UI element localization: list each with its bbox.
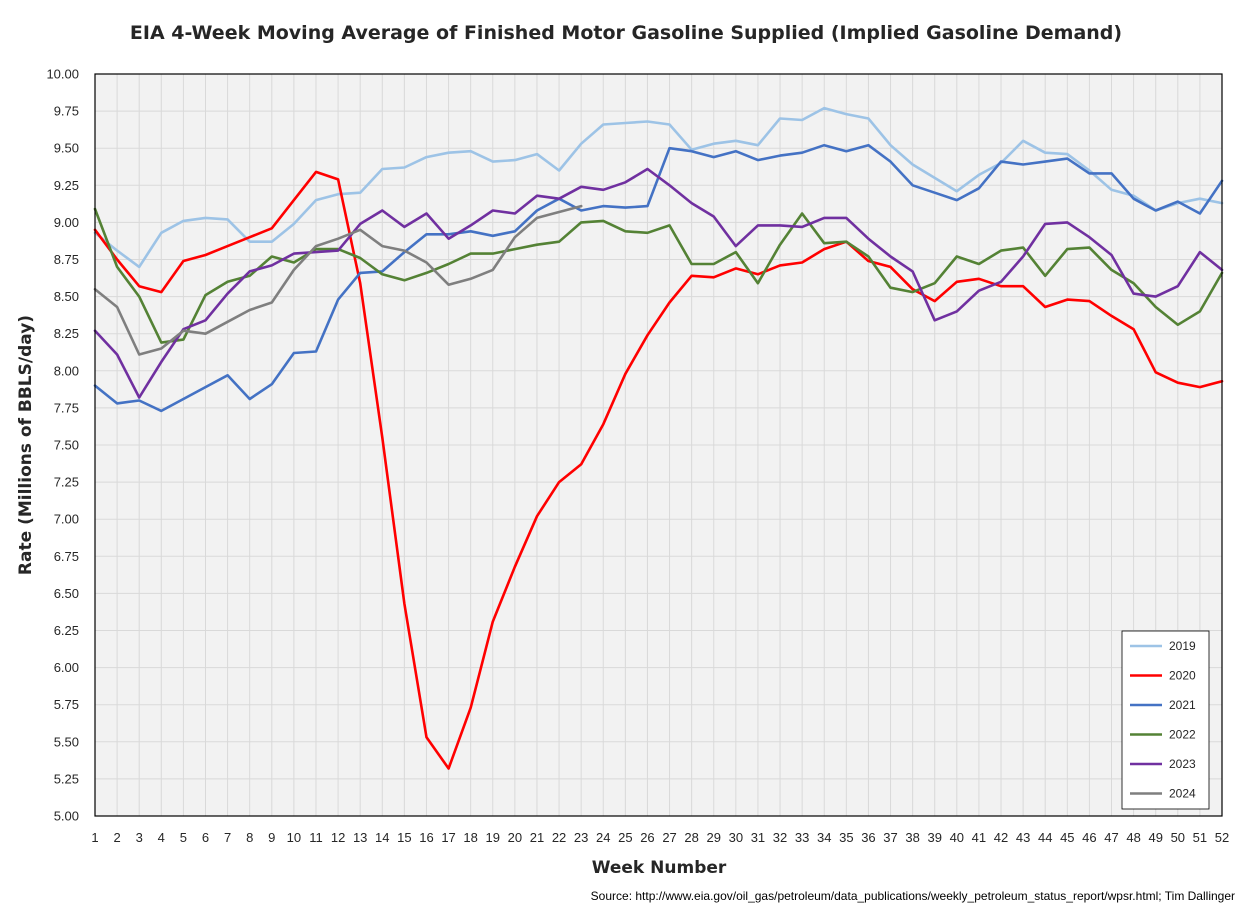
x-tick-label: 20 bbox=[508, 830, 522, 845]
legend-label-2022: 2022 bbox=[1169, 728, 1196, 742]
y-tick-label: 8.75 bbox=[54, 252, 79, 267]
y-tick-label: 6.75 bbox=[54, 549, 79, 564]
x-tick-label: 13 bbox=[353, 830, 367, 845]
y-tick-label: 6.25 bbox=[54, 623, 79, 638]
legend: 2019 2020 2021 2022 2023 2024 bbox=[1121, 630, 1210, 810]
x-tick-label: 18 bbox=[463, 830, 477, 845]
y-tick-label: 6.00 bbox=[54, 660, 79, 675]
series-line-2020 bbox=[93, 170, 1224, 770]
x-tick-label: 4 bbox=[158, 830, 165, 845]
x-tick-label: 35 bbox=[839, 830, 853, 845]
x-tick-label: 36 bbox=[861, 830, 875, 845]
x-tick-label: 43 bbox=[1016, 830, 1030, 845]
x-tick-label: 7 bbox=[224, 830, 231, 845]
y-tick-label: 7.50 bbox=[54, 438, 79, 453]
x-tick-label: 23 bbox=[574, 830, 588, 845]
y-tick-label: 7.25 bbox=[54, 475, 79, 490]
y-axis-title: Rate (Millions of BBLS/day) bbox=[16, 315, 36, 575]
y-axis-ticks: 5.00 5.25 5.50 5.75 6.00 6.25 6.50 6.75 7.00 7.25… bbox=[46, 67, 79, 824]
x-tick-label: 46 bbox=[1082, 830, 1096, 845]
x-axis-ticks: 1 2 3 4 5 6 7 8 9 10 11 12 13 14 15 16 17 18 19 20 21 22 23 24 2… bbox=[91, 830, 1229, 845]
x-tick-label: 9 bbox=[268, 830, 275, 845]
x-tick-label: 34 bbox=[817, 830, 831, 845]
x-tick-label: 15 bbox=[397, 830, 411, 845]
x-tick-label: 17 bbox=[441, 830, 455, 845]
y-tick-label: 6.50 bbox=[54, 586, 79, 601]
series-lines bbox=[93, 106, 1224, 770]
x-tick-label: 11 bbox=[309, 830, 323, 845]
x-tick-label: 29 bbox=[707, 830, 721, 845]
x-tick-label: 19 bbox=[486, 830, 500, 845]
x-tick-label: 47 bbox=[1104, 830, 1118, 845]
x-tick-label: 1 bbox=[91, 830, 98, 845]
y-tick-label: 5.25 bbox=[54, 771, 79, 786]
x-tick-label: 38 bbox=[905, 830, 919, 845]
x-tick-label: 39 bbox=[927, 830, 941, 845]
x-tick-label: 52 bbox=[1215, 830, 1229, 845]
gridlines bbox=[94, 73, 1223, 817]
plot-border bbox=[94, 73, 1223, 817]
x-tick-label: 27 bbox=[662, 830, 676, 845]
legend-label-2023: 2023 bbox=[1169, 757, 1196, 771]
chart-title: EIA 4-Week Moving Average of Finished Mo… bbox=[130, 22, 1122, 44]
x-tick-label: 16 bbox=[419, 830, 433, 845]
series-line-2024 bbox=[93, 204, 583, 356]
x-tick-label: 22 bbox=[552, 830, 566, 845]
series-line-2019 bbox=[93, 106, 1224, 269]
x-tick-label: 51 bbox=[1193, 830, 1207, 845]
x-tick-label: 21 bbox=[530, 830, 544, 845]
x-tick-label: 50 bbox=[1171, 830, 1185, 845]
x-tick-label: 5 bbox=[180, 830, 187, 845]
y-tick-label: 7.75 bbox=[54, 400, 79, 415]
x-tick-label: 30 bbox=[729, 830, 743, 845]
legend-label-2019: 2019 bbox=[1169, 639, 1196, 653]
y-tick-label: 8.25 bbox=[54, 326, 79, 341]
x-tick-label: 31 bbox=[751, 830, 765, 845]
x-tick-label: 37 bbox=[883, 830, 897, 845]
x-tick-label: 8 bbox=[246, 830, 253, 845]
series-line-2023 bbox=[93, 167, 1224, 399]
y-tick-label: 9.50 bbox=[54, 141, 79, 156]
x-axis-title: Week Number bbox=[592, 858, 727, 878]
y-tick-label: 5.75 bbox=[54, 697, 79, 712]
x-tick-label: 40 bbox=[950, 830, 964, 845]
x-tick-label: 6 bbox=[202, 830, 209, 845]
x-tick-label: 14 bbox=[375, 830, 389, 845]
x-tick-label: 26 bbox=[640, 830, 654, 845]
x-tick-label: 24 bbox=[596, 830, 610, 845]
source-note: Source: http://www.eia.gov/oil_gas/petro… bbox=[591, 889, 1235, 903]
legend-label-2024: 2024 bbox=[1169, 787, 1196, 801]
x-tick-label: 33 bbox=[795, 830, 809, 845]
y-tick-label: 7.00 bbox=[54, 512, 79, 527]
x-tick-label: 28 bbox=[684, 830, 698, 845]
y-tick-label: 10.00 bbox=[46, 67, 79, 82]
y-tick-label: 9.75 bbox=[54, 104, 79, 119]
x-tick-label: 10 bbox=[287, 830, 301, 845]
x-tick-label: 32 bbox=[773, 830, 787, 845]
legend-label-2021: 2021 bbox=[1169, 698, 1196, 712]
legend-box bbox=[1121, 630, 1210, 810]
x-tick-label: 44 bbox=[1038, 830, 1052, 845]
x-tick-label: 48 bbox=[1126, 830, 1140, 845]
x-tick-label: 42 bbox=[994, 830, 1008, 845]
y-tick-label: 9.25 bbox=[54, 178, 79, 193]
y-tick-label: 8.00 bbox=[54, 363, 79, 378]
x-tick-label: 49 bbox=[1148, 830, 1162, 845]
x-tick-label: 2 bbox=[113, 830, 120, 845]
y-tick-label: 8.50 bbox=[54, 289, 79, 304]
y-tick-label: 5.50 bbox=[54, 734, 79, 749]
x-tick-label: 45 bbox=[1060, 830, 1074, 845]
x-tick-label: 41 bbox=[972, 830, 986, 845]
x-tick-label: 25 bbox=[618, 830, 632, 845]
x-tick-label: 12 bbox=[331, 830, 345, 845]
y-tick-label: 5.00 bbox=[54, 809, 79, 824]
y-tick-label: 9.00 bbox=[54, 215, 79, 230]
x-tick-label: 3 bbox=[136, 830, 143, 845]
legend-label-2020: 2020 bbox=[1169, 669, 1196, 683]
